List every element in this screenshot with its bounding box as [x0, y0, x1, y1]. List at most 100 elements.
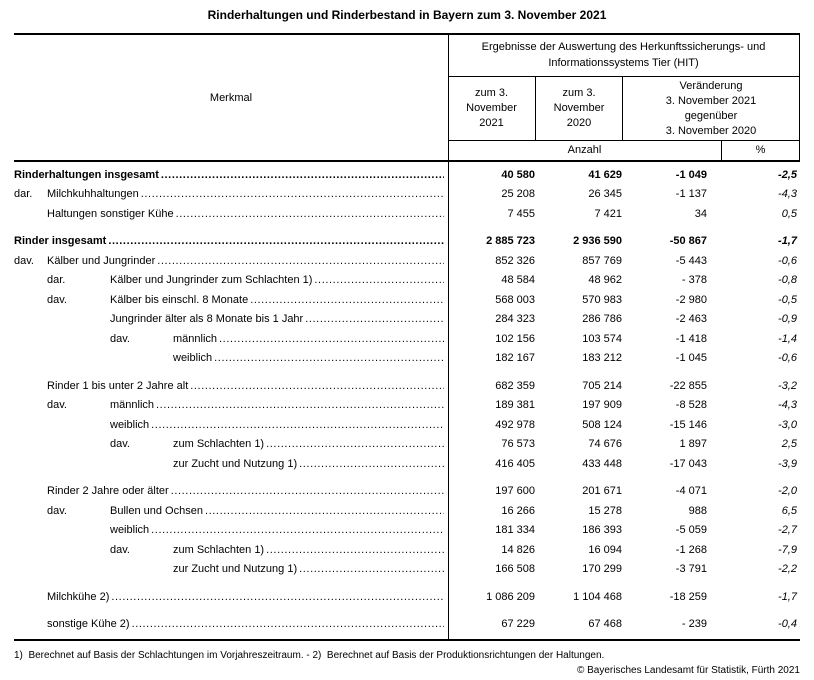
- value-change: -15 146: [669, 418, 707, 431]
- value-change: -22 855: [669, 379, 707, 392]
- value-change: -8 528: [675, 399, 707, 412]
- dot-leader: ........................................…: [175, 207, 444, 220]
- value-percent: -1,7: [778, 590, 797, 603]
- copyright-notice: © Bayerisches Landesamt für Statistik, F…: [576, 665, 800, 676]
- row-merkmal-cell: Milchkühe 2) ...........................…: [14, 591, 448, 603]
- table-row: weiblich ...............................…: [14, 415, 800, 435]
- dot-leader: ........................................…: [170, 485, 444, 498]
- merkmal-header-cell: Merkmal: [209, 91, 253, 104]
- table-row: dav. Kälber bis einschl. 8 Monate ......…: [14, 290, 800, 310]
- value-percent: -3,0: [778, 418, 797, 431]
- value-2021: 76 573: [501, 438, 535, 451]
- row-merkmal-cell: Rinderhaltungen insgesamt ..............…: [14, 169, 448, 181]
- header-cell-change: Veränderung 3. November 2021 gegenüber 3…: [665, 79, 757, 137]
- row-label: sonstige Kühe 2): [47, 618, 130, 631]
- table-row: dav. zum Schlachten 1) .................…: [14, 540, 800, 560]
- page-title: Rinderhaltungen und Rinderbestand in Bay…: [207, 8, 607, 22]
- value-percent: -0,5: [778, 293, 797, 306]
- row-label: Milchkühe 2): [47, 590, 110, 603]
- dot-leader: ........................................…: [108, 235, 444, 248]
- dot-leader: ........................................…: [140, 188, 444, 201]
- dot-leader: ........................................…: [266, 543, 444, 556]
- value-change: -2 463: [675, 313, 707, 326]
- row-label: weiblich: [110, 418, 150, 431]
- value-2021: 189 381: [495, 399, 535, 412]
- value-2021: 102 156: [495, 332, 535, 345]
- value-2021: 284 323: [495, 313, 535, 326]
- table-row: dav. männlich ..........................…: [14, 396, 800, 416]
- row-merkmal-cell: sonstige Kühe 2) .......................…: [14, 618, 448, 630]
- dot-leader: ........................................…: [131, 618, 444, 631]
- row-merkmal-cell: dav. zum Schlachten 1) .................…: [14, 438, 448, 450]
- dot-leader: ........................................…: [314, 274, 444, 287]
- value-2020: 433 448: [582, 457, 622, 470]
- value-change: 988: [688, 504, 707, 517]
- row-label: Rinderhaltungen insgesamt: [14, 168, 159, 181]
- row-label: Rinder 2 Jahre oder älter: [47, 485, 169, 498]
- row-label: Rinder 1 bis unter 2 Jahre alt: [47, 379, 189, 392]
- table-row: sonstige Kühe 2) .......................…: [14, 615, 800, 635]
- row-label: zur Zucht und Nutzung 1): [173, 563, 298, 576]
- value-percent: -0,9: [778, 313, 797, 326]
- value-percent: -1,4: [778, 332, 797, 345]
- value-2021: 197 600: [495, 485, 535, 498]
- dot-leader: ........................................…: [299, 563, 444, 576]
- table-row: Haltungen sonstiger Kühe ...............…: [14, 204, 800, 224]
- value-change: - 378: [681, 274, 707, 287]
- value-2020: 7 421: [594, 207, 622, 220]
- row-label: Bullen und Ochsen: [110, 504, 203, 517]
- row-label: Jungrinder älter als 8 Monate bis 1 Jahr: [110, 313, 304, 326]
- row-merkmal-cell: zur Zucht und Nutzung 1) ...............…: [14, 563, 448, 575]
- table-row: dav. Kälber und Jungrinder .............…: [14, 251, 800, 271]
- value-2021: 416 405: [495, 457, 535, 470]
- value-percent: -2,5: [778, 168, 797, 181]
- value-2021: 16 266: [501, 504, 535, 517]
- value-2020: 508 124: [582, 418, 622, 431]
- value-2021: 40 580: [501, 168, 535, 181]
- dot-leader: ........................................…: [156, 399, 444, 412]
- value-change: -1 045: [675, 352, 707, 365]
- row-prefix: dar.: [14, 188, 33, 201]
- value-2021: 181 334: [495, 524, 535, 537]
- statistics-table: Merkmal Ergebnisse der Auswertung des He…: [14, 33, 800, 641]
- value-change: -2 980: [675, 293, 707, 306]
- row-label: Kälber und Jungrinder zum Schlachten 1): [110, 274, 313, 287]
- row-prefix: dav.: [47, 504, 67, 517]
- row-label: weiblich: [173, 352, 213, 365]
- value-percent: -0,8: [778, 274, 797, 287]
- table-row: Rinder 1 bis unter 2 Jahre alt .........…: [14, 376, 800, 396]
- table-header: Merkmal Ergebnisse der Auswertung des He…: [14, 33, 800, 162]
- row-merkmal-cell: dav. Bullen und Ochsen .................…: [14, 505, 448, 517]
- row-merkmal-cell: Haltungen sonstiger Kühe ...............…: [14, 208, 448, 220]
- table-row: dav. männlich ..........................…: [14, 329, 800, 349]
- row-merkmal-cell: dav. Kälber und Jungrinder .............…: [14, 255, 448, 267]
- row-merkmal-cell: Rinder 1 bis unter 2 Jahre alt .........…: [14, 380, 448, 392]
- table-row: Rinder insgesamt .......................…: [14, 232, 800, 252]
- table-row: zur Zucht und Nutzung 1) ...............…: [14, 454, 800, 474]
- row-prefix: dav.: [110, 543, 130, 556]
- value-change: 34: [694, 207, 707, 220]
- unit-header-band: Anzahl %: [448, 141, 799, 160]
- value-2020: 857 769: [582, 254, 622, 267]
- value-change: -1 049: [675, 168, 707, 181]
- table-row: dav. zum Schlachten 1) .................…: [14, 435, 800, 455]
- value-percent: -7,9: [778, 543, 797, 556]
- value-change: -17 043: [669, 457, 707, 470]
- value-2021: 492 978: [495, 418, 535, 431]
- value-2021: 182 167: [495, 352, 535, 365]
- table-row: Milchkühe 2) ...........................…: [14, 587, 800, 607]
- value-2020: 183 212: [582, 352, 622, 365]
- value-2021: 1 086 209: [486, 590, 535, 603]
- value-percent: -0,6: [778, 352, 797, 365]
- row-prefix: dav.: [47, 293, 67, 306]
- value-percent: -2,7: [778, 524, 797, 537]
- value-percent: 6,5: [781, 504, 797, 517]
- value-2020: 16 094: [588, 543, 622, 556]
- value-percent: -1,7: [778, 235, 797, 248]
- table-body: Rinderhaltungen insgesamt ..............…: [14, 162, 800, 641]
- value-change: -3 791: [675, 563, 707, 576]
- table-row: zur Zucht und Nutzung 1) ...............…: [14, 560, 800, 580]
- row-merkmal-cell: Rinder insgesamt .......................…: [14, 235, 448, 247]
- value-percent: 0,5: [781, 207, 797, 220]
